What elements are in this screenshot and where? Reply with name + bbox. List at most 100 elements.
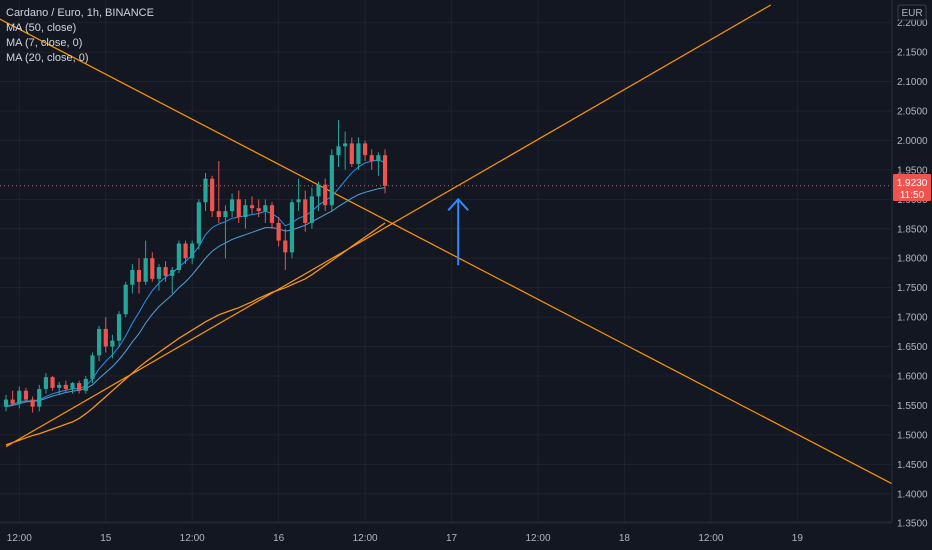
symbol-title[interactable]: Cardano / Euro, 1h, BINANCE <box>6 7 154 19</box>
candle-body <box>110 340 115 347</box>
candle[interactable] <box>30 396 35 413</box>
candle[interactable] <box>37 384 42 412</box>
candle[interactable] <box>63 380 68 393</box>
candle[interactable] <box>50 376 55 391</box>
candle[interactable] <box>269 202 275 229</box>
candle-body <box>343 143 348 147</box>
candle-body <box>163 267 168 276</box>
candle[interactable] <box>283 228 288 270</box>
candle-body <box>143 258 148 282</box>
candle[interactable] <box>3 394 9 412</box>
candle[interactable] <box>103 317 108 353</box>
plot-area[interactable] <box>0 0 892 522</box>
candle[interactable] <box>329 149 334 212</box>
candle[interactable] <box>163 261 168 282</box>
candlesticks[interactable] <box>3 119 388 413</box>
candle[interactable] <box>210 175 215 217</box>
candle[interactable] <box>223 205 228 259</box>
candle[interactable] <box>309 187 314 229</box>
candle[interactable] <box>43 373 48 394</box>
candle[interactable] <box>303 190 308 232</box>
candle[interactable] <box>77 380 82 394</box>
candle[interactable] <box>256 199 261 217</box>
candle[interactable] <box>323 178 328 212</box>
candle-body <box>382 155 388 186</box>
candle[interactable] <box>10 390 15 406</box>
candle[interactable] <box>156 264 162 291</box>
candle[interactable] <box>249 196 255 215</box>
candle[interactable] <box>70 381 75 394</box>
time-tick-label: 12:00 <box>525 533 550 544</box>
candle[interactable] <box>216 161 221 223</box>
candle-body <box>3 399 9 407</box>
candle[interactable] <box>17 386 22 409</box>
indicator-ma50[interactable]: MA (50, close) <box>6 22 77 34</box>
candle-body <box>269 205 275 223</box>
candle-body <box>303 199 308 223</box>
candle[interactable] <box>57 381 62 394</box>
candle-body <box>10 399 15 404</box>
candle[interactable] <box>263 199 268 223</box>
candle-body <box>230 199 235 212</box>
candle[interactable] <box>230 193 235 217</box>
candle[interactable] <box>83 376 88 394</box>
candle[interactable] <box>336 119 341 167</box>
moving-averages <box>5 159 386 446</box>
price-tick-label: 1.5000 <box>897 430 928 441</box>
candle-body <box>156 267 162 279</box>
indicator-ma7[interactable]: MA (7, close, 0) <box>6 37 83 49</box>
candle[interactable] <box>23 387 29 403</box>
candle[interactable] <box>183 240 188 265</box>
candle[interactable] <box>190 240 195 265</box>
candle[interactable] <box>243 199 248 229</box>
candle-body <box>77 383 82 391</box>
up-arrow-annotation[interactable] <box>447 197 469 266</box>
ma20-line <box>5 187 386 408</box>
time-tick-label: 12:00 <box>7 533 32 544</box>
price-tick-label: 1.7500 <box>897 283 928 294</box>
candle[interactable] <box>196 199 201 250</box>
trendline[interactable] <box>5 4 772 448</box>
candle[interactable] <box>176 240 181 273</box>
candle-body <box>83 378 88 391</box>
candle[interactable] <box>363 140 368 162</box>
candle[interactable] <box>90 352 95 384</box>
candle-body <box>276 222 281 241</box>
candle[interactable] <box>236 190 241 223</box>
candle-body <box>116 314 122 341</box>
candle[interactable] <box>276 217 281 247</box>
trendline[interactable] <box>0 5 917 497</box>
candle[interactable] <box>349 137 354 167</box>
candle-body <box>256 208 261 212</box>
candle[interactable] <box>203 172 208 212</box>
candle[interactable] <box>143 240 148 285</box>
candle[interactable] <box>110 334 115 359</box>
candle[interactable] <box>170 267 175 294</box>
price-tick-label: 1.4000 <box>897 489 928 500</box>
candle[interactable] <box>97 325 102 362</box>
candle-body <box>30 399 35 407</box>
indicator-ma20[interactable]: MA (20, close, 0) <box>6 52 89 64</box>
candle[interactable] <box>382 149 388 194</box>
ma7-line <box>5 159 386 408</box>
time-tick-label: 18 <box>619 533 631 544</box>
candle[interactable] <box>130 264 135 294</box>
candle[interactable] <box>369 149 374 170</box>
price-tick-label: 1.7000 <box>897 313 928 324</box>
candle[interactable] <box>376 152 381 176</box>
candle[interactable] <box>123 281 128 318</box>
candle[interactable] <box>289 199 295 259</box>
currency-box[interactable]: EUR <box>897 4 927 21</box>
candle[interactable] <box>296 178 301 212</box>
candle[interactable] <box>316 181 321 212</box>
candle[interactable] <box>136 258 142 294</box>
candle-body <box>210 178 215 212</box>
trendlines[interactable] <box>0 4 917 497</box>
time-axis[interactable]: 12:00 15 12:00 16 12:00 17 12:00 18 12:00 19 <box>0 521 892 544</box>
price-axis[interactable]: 1.3500 1.4000 1.4500 1.5000 1.5500 1.6000 1.65… <box>891 0 928 530</box>
candle[interactable] <box>116 311 122 347</box>
candle[interactable] <box>356 137 361 170</box>
candle[interactable] <box>150 252 155 282</box>
candle[interactable] <box>343 131 348 170</box>
